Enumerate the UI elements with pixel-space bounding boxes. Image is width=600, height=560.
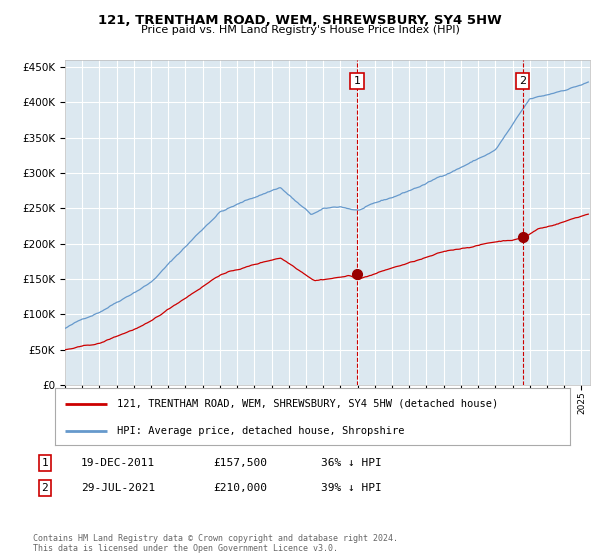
Text: HPI: Average price, detached house, Shropshire: HPI: Average price, detached house, Shro…	[117, 426, 404, 436]
Text: 121, TRENTHAM ROAD, WEM, SHREWSBURY, SY4 5HW (detached house): 121, TRENTHAM ROAD, WEM, SHREWSBURY, SY4…	[117, 399, 498, 409]
Text: 2: 2	[519, 76, 526, 86]
Text: 1: 1	[41, 458, 49, 468]
Text: Price paid vs. HM Land Registry's House Price Index (HPI): Price paid vs. HM Land Registry's House …	[140, 25, 460, 35]
Text: 36% ↓ HPI: 36% ↓ HPI	[321, 458, 382, 468]
Text: £210,000: £210,000	[213, 483, 267, 493]
Text: Contains HM Land Registry data © Crown copyright and database right 2024.
This d: Contains HM Land Registry data © Crown c…	[33, 534, 398, 553]
Text: 29-JUL-2021: 29-JUL-2021	[81, 483, 155, 493]
Text: 121, TRENTHAM ROAD, WEM, SHREWSBURY, SY4 5HW: 121, TRENTHAM ROAD, WEM, SHREWSBURY, SY4…	[98, 14, 502, 27]
Text: 19-DEC-2011: 19-DEC-2011	[81, 458, 155, 468]
Text: 39% ↓ HPI: 39% ↓ HPI	[321, 483, 382, 493]
Text: £157,500: £157,500	[213, 458, 267, 468]
Text: 2: 2	[41, 483, 49, 493]
Text: 1: 1	[353, 76, 361, 86]
